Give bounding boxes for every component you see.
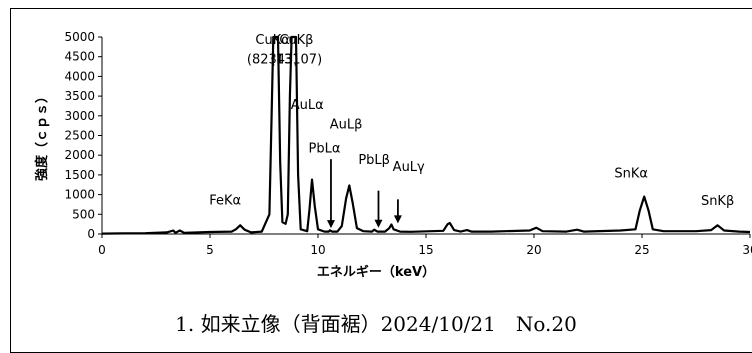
y-tick-label: 2500	[64, 129, 95, 143]
peak-arrow-head	[374, 219, 383, 228]
figure-caption: 1. 如来立像（背面裾）2024/10/21 No.20	[175, 312, 577, 336]
x-tick-label: 20	[526, 243, 541, 257]
y-tick-label: 3000	[64, 109, 95, 123]
y-axis-label: 強度（ｃｐｓ）	[34, 90, 50, 181]
peak-label: SnKα	[614, 167, 648, 182]
annotations: CuKα (82343) CuKβ (13107) AuLα AuLβ PbLα PbLβ Au…	[209, 33, 734, 229]
peak-arrow-head	[393, 215, 402, 224]
peak-label: (13107)	[271, 53, 323, 68]
y-tick-label: 2000	[64, 148, 95, 162]
axes	[98, 36, 751, 238]
peak-label: CuKβ	[279, 33, 313, 48]
series-layer	[101, 35, 751, 235]
peak-label: PbLβ	[358, 153, 390, 168]
peak-label: CuKα	[255, 33, 289, 48]
y-tick-label: 1000	[64, 188, 95, 202]
peak-label: (82343)	[247, 53, 299, 68]
y-tick-label: 3500	[64, 89, 95, 103]
y-tick-label: 0	[87, 227, 95, 241]
y-tick-label: 4500	[64, 50, 95, 64]
peak-label: AuLα	[291, 98, 324, 113]
peak-label: AuLγ	[393, 160, 425, 175]
xrf-spectrum-chart: 0 500 1000 1500 2000 2500 3000 3500 4000 4500 5000…	[34, 30, 752, 280]
peak-label: FeKα	[209, 194, 241, 209]
peak-arrow-head	[326, 220, 335, 229]
tick-labels: 0 500 1000 1500 2000 2500 3000 3500 4000 4500 5000…	[64, 30, 752, 257]
spectrum-line	[101, 35, 751, 235]
x-tick-label: 5	[206, 243, 214, 257]
x-tick-label: 10	[310, 243, 325, 257]
x-tick-label: 25	[634, 243, 649, 257]
y-tick-label: 4000	[64, 69, 95, 83]
x-tick-label: 30	[742, 243, 752, 257]
peak-label: SnKβ	[701, 194, 734, 209]
x-axis-label: エネルギー（keV）	[317, 264, 435, 280]
y-tick-label: 1500	[64, 168, 95, 182]
chart-frame	[10, 8, 752, 353]
y-tick-label: 5000	[64, 30, 95, 44]
x-tick-label: 15	[418, 243, 433, 257]
peak-label: PbLα	[309, 141, 341, 156]
peak-label: AuLβ	[330, 118, 363, 133]
x-tick-label: 0	[98, 243, 106, 257]
y-tick-label: 500	[72, 207, 95, 221]
